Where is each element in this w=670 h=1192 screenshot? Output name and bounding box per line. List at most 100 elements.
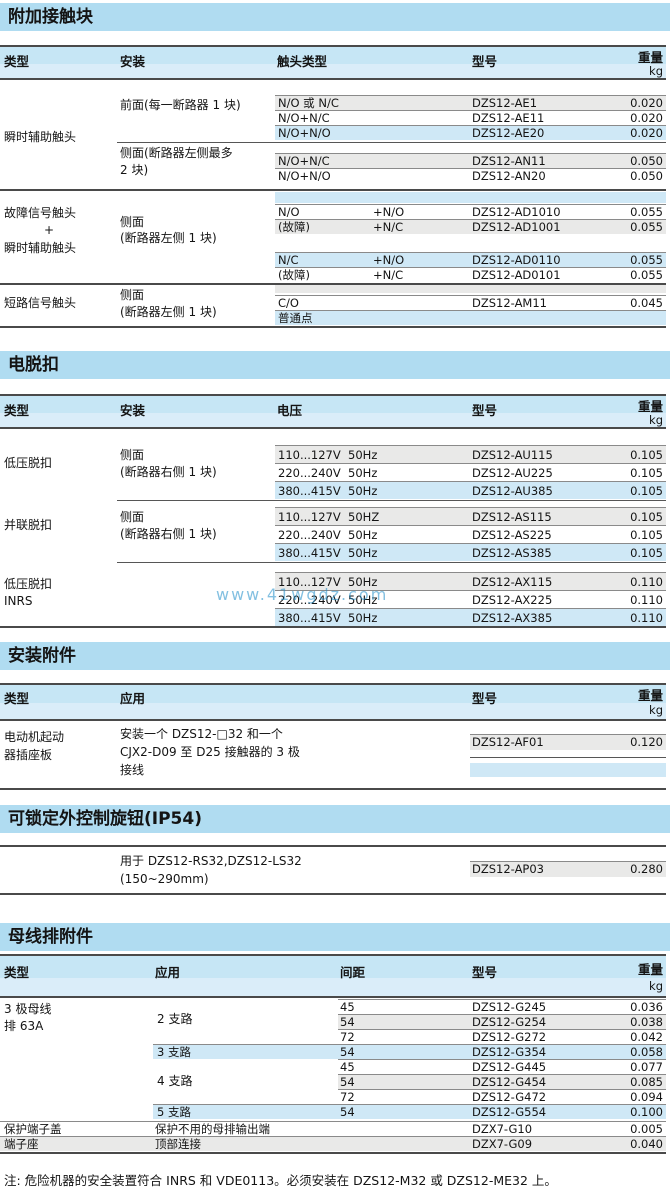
table-row: N/O+N/C DZS12-AN11 0.050 — [275, 153, 666, 168]
pitch-cell: 72 — [340, 1090, 355, 1104]
weight-cell: 0.055 — [630, 268, 663, 282]
table-row: 5 支路 54 DZS12-G554 0.100 — [153, 1104, 666, 1119]
table-row: 保护端子盖 保护不用的母排输出端 DZX7-G10 0.005 — [0, 1121, 666, 1136]
header-band — [0, 956, 666, 978]
weight-cell: 0.020 — [630, 126, 663, 140]
divider — [117, 500, 666, 501]
model-cell: DZS12-AX385 — [472, 611, 553, 625]
stripe-band — [275, 285, 666, 293]
voltage-cell: 380...415V 50Hz — [278, 546, 378, 560]
divider — [0, 954, 666, 956]
voltage-cell: 110...127V 50HZ — [278, 510, 380, 524]
install-label: (断路器右侧 1 块) — [120, 465, 217, 479]
divider — [0, 189, 666, 191]
col-weight-unit: kg — [649, 413, 663, 427]
application-cell: 保护不用的母排输出端 — [155, 1122, 270, 1136]
table-row: (故障) +N/C DZS12-AD1001 0.055 — [275, 219, 666, 234]
divider — [117, 142, 666, 143]
col-weight: 重量 — [637, 688, 663, 703]
weight-cell: 0.094 — [630, 1090, 663, 1104]
divider — [0, 893, 666, 895]
col-model: 型号 — [472, 54, 498, 69]
divider — [0, 283, 666, 285]
table-row: 72 DZS12-G472 0.094 — [338, 1089, 666, 1104]
table-row: 380...415V 50Hz DZS12-AS385 0.105 — [275, 543, 666, 561]
table-row: 3 支路 54 DZS12-G354 0.058 — [153, 1044, 666, 1059]
weight-cell: 0.050 — [630, 169, 663, 183]
type-cell: 保护端子盖 — [4, 1122, 62, 1136]
pitch-cell: 54 — [340, 1105, 355, 1119]
install-label: 侧面(断路器左侧最多 — [120, 146, 233, 160]
table-row: 45 DZS12-G445 0.077 — [338, 1059, 666, 1074]
col-weight-unit: kg — [649, 979, 663, 993]
pitch-cell: 72 — [340, 1030, 355, 1044]
table-row: 72 DZS12-G272 0.042 — [338, 1029, 666, 1044]
application-label: 安装一个 DZS12-□32 和一个 — [120, 727, 283, 741]
model-cell: DZS12-AS225 — [472, 528, 552, 542]
table-row: 220...240V 50Hz DZS12-AU225 0.105 — [275, 463, 666, 481]
model-cell: DZS12-G254 — [472, 1015, 547, 1029]
weight-cell: 0.110 — [630, 593, 663, 607]
contact-cell: N/C — [278, 253, 299, 267]
model-cell: DZX7-G10 — [472, 1122, 533, 1136]
table-row: N/O 或 N/C DZS12-AE1 0.020 — [275, 95, 666, 110]
install-label: (断路器左侧 1 块) — [120, 231, 217, 245]
install-label: 侧面 — [120, 448, 145, 462]
model-cell: DZS12-AU385 — [472, 484, 553, 498]
model-cell: DZS12-AE1 — [472, 96, 538, 110]
weight-cell: 0.036 — [630, 1000, 663, 1014]
divider — [0, 996, 666, 998]
pitch-cell: 45 — [340, 1000, 355, 1014]
col-voltage: 电压 — [277, 403, 303, 418]
weight-cell: 0.280 — [630, 862, 663, 876]
header-band — [0, 703, 666, 719]
col-type: 类型 — [4, 54, 30, 69]
contact-cell: N/O+N/C — [278, 154, 330, 168]
weight-cell: 0.110 — [630, 575, 663, 589]
application-cell: 顶部连接 — [155, 1137, 201, 1151]
weight-cell: 0.105 — [630, 466, 663, 480]
weight-cell: 0.020 — [630, 96, 663, 110]
weight-cell: 0.045 — [630, 296, 663, 310]
type-label: 排 63A — [4, 1019, 44, 1033]
col-weight: 重量 — [637, 399, 663, 414]
voltage-cell: 380...415V 50Hz — [278, 484, 378, 498]
model-cell: DZS12-AU115 — [472, 448, 553, 462]
contact-cell: N/O — [278, 205, 300, 219]
model-cell: DZS12-AF01 — [472, 735, 544, 749]
col-install: 安装 — [120, 54, 146, 69]
weight-cell: 0.110 — [630, 611, 663, 625]
col-model: 型号 — [472, 403, 498, 418]
model-cell: DZS12-G445 — [472, 1060, 547, 1074]
application-label: 4 支路 — [157, 1074, 193, 1088]
pitch-cell: 45 — [340, 1060, 355, 1074]
divider — [0, 45, 666, 47]
weight-cell: 0.055 — [630, 205, 663, 219]
divider — [0, 394, 666, 396]
col-weight: 重量 — [637, 962, 663, 977]
col-type: 类型 — [4, 691, 30, 706]
watermark: www.41wgdz.com — [216, 585, 389, 604]
col-model: 型号 — [472, 691, 498, 706]
weight-cell: 0.105 — [630, 484, 663, 498]
model-cell: DZS12-AD0101 — [472, 268, 561, 282]
model-cell: DZS12-AU225 — [472, 466, 553, 480]
contact-cell2: +N/O — [373, 205, 405, 219]
type-label: 低压脱扣 — [4, 456, 53, 470]
table-row: N/O+N/C DZS12-AE11 0.020 — [275, 110, 666, 125]
table-row: 110...127V 50Hz DZS12-AX115 0.110 — [275, 572, 666, 590]
table-row: C/O DZS12-AM11 0.045 — [275, 295, 666, 310]
type-label: 器插座板 — [4, 748, 53, 762]
type-label: 3 极母线 — [4, 1002, 52, 1016]
weight-cell: 0.085 — [630, 1075, 663, 1089]
divider — [0, 845, 666, 847]
weight-cell: 0.120 — [630, 735, 663, 749]
col-type: 类型 — [4, 965, 30, 980]
install-label: (断路器右侧 1 块) — [120, 527, 217, 541]
contact-cell2: +N/C — [373, 220, 404, 234]
pitch-cell: 54 — [340, 1045, 355, 1059]
col-weight-unit: kg — [649, 64, 663, 78]
header-band — [0, 64, 666, 78]
voltage-cell: 220...240V 50Hz — [278, 466, 378, 480]
